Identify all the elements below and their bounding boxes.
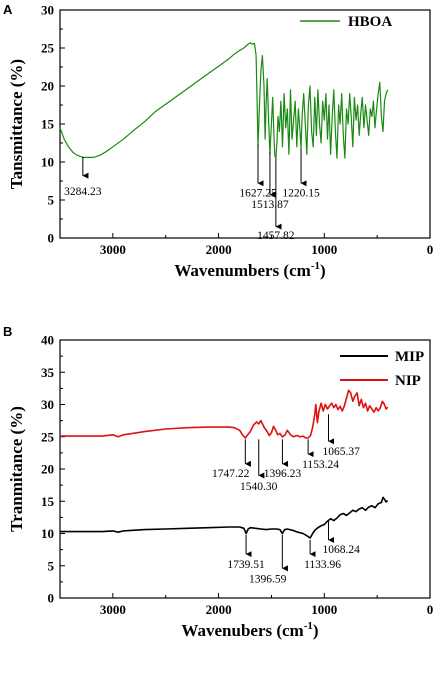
peak-label: 1457.82 [257,230,295,242]
panel-b-x-axis-title-tail: ) [313,621,319,640]
peak-label: 1627.25 [239,187,277,199]
panel-b-letter: B [3,324,12,339]
panel-a-x-tick-label: 0 [427,242,434,257]
legend-label-nip: NIP [395,373,421,389]
peak-label: 1065.37 [323,446,361,458]
panel-a-y-tick-label: 25 [41,41,55,56]
panel-b-chart: B Tranmitance (%) Wavenubers (cm-1) MIP … [3,324,433,640]
spectrum-line-nip [60,389,389,439]
panel-b-y-tick-label: 0 [48,591,55,606]
spectrum-line-hboa [59,42,389,159]
panel-b-x-axis-title: Wavenubers (cm-1) [181,620,318,640]
peak-label: 1747.22 [212,468,250,480]
panel-a-y-tick-label: 20 [41,79,54,94]
panel-b-y-tick-label: 30 [41,397,54,412]
legend-label-hboa: HBOA [348,14,392,30]
peak-label: 1396.23 [264,468,302,480]
panel-b-y-tick-label: 15 [41,494,55,509]
panel-b-y-tick-label: 25 [41,429,55,444]
panel-b-x-tick-label: 1000 [311,602,337,617]
panel-b-y-tick-label: 10 [41,526,54,541]
peak-label: 1220.15 [282,187,320,199]
panel-b-y-axis-title: Tranmitance (%) [7,406,26,532]
panel-b-x-tick-label: 3000 [100,602,126,617]
peak-label: 1739.51 [227,559,265,571]
peak-label: 1153.24 [302,459,339,471]
panel-b-y-tick-label: 40 [41,333,54,348]
peak-label: 1513.87 [251,199,289,211]
legend-label-mip: MIP [395,349,424,365]
panel-a-y-tick-label: 10 [41,155,54,170]
panel-b-y-tick-label: 35 [41,365,55,380]
peak-label: 1540.30 [240,481,278,493]
peak-label: 1133.96 [304,559,341,571]
panel-a-x-tick-label: 1000 [311,242,337,257]
panel-a-x-axis-title-main: Wavenumbers (cm [174,261,310,280]
panel-b-x-axis-title-main: Wavenubers (cm [181,621,303,640]
panel-a-letter: A [3,2,13,17]
panel-a-y-tick-label: 5 [48,193,55,208]
panel-b-y-tick-label: 5 [48,558,55,573]
panel-a-x-tick-label: 3000 [100,242,126,257]
panel-a-x-axis-title-sup: -1 [311,260,320,272]
peak-label: 1068.24 [323,544,361,556]
panel-a-x-axis-title: Wavenumbers (cm-1) [174,260,325,280]
peak-label: 3284.23 [64,186,102,198]
panel-a-x-axis-title-tail: ) [320,261,326,280]
panel-a-y-tick-label: 30 [41,3,54,18]
panel-a-x-tick-label: 2000 [206,242,232,257]
panel-b-x-tick-label: 0 [427,602,434,617]
panel-a-y-tick-label: 15 [41,117,55,132]
spectrum-line-mip [60,496,389,539]
panel-a-y-axis-title: Tansmittance (%) [7,59,26,189]
panel-a-chart: A Tansmittance (%) Wavenumbers (cm-1) HB… [3,2,433,280]
panel-b-y-tick-label: 20 [41,462,54,477]
panel-b-legend: MIP NIP [340,349,424,389]
panel-a-y-tick-label: 0 [48,231,55,246]
peak-label: 1396.59 [249,574,287,586]
panel-b-x-tick-label: 2000 [206,602,232,617]
panel-a-legend: HBOA [300,14,392,30]
panel-b-x-axis-title-sup: -1 [304,620,313,632]
